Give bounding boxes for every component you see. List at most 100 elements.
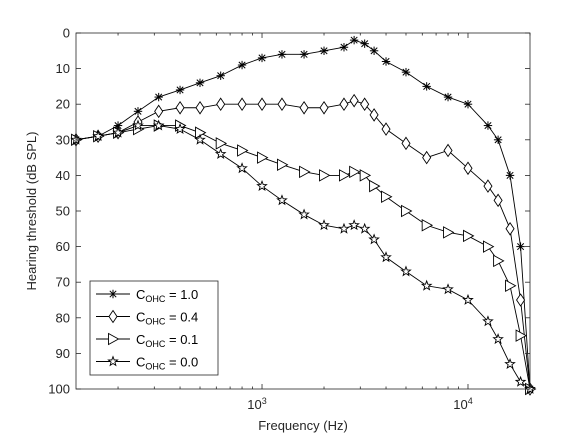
legend-label-2: COHC = 0.1 <box>136 332 198 349</box>
series-group <box>70 35 537 396</box>
series-3-point-19 <box>420 279 433 291</box>
series-1-point-11 <box>299 100 309 115</box>
series-3-point-23 <box>492 333 504 345</box>
series-1-point-23 <box>493 193 503 208</box>
legend-item-0: COHC = 1.0 <box>96 287 198 304</box>
series-1-point-10 <box>277 97 287 112</box>
series-3-point-17 <box>380 251 392 263</box>
legend-marker-3 <box>107 355 119 367</box>
series-0-point-22 <box>483 121 493 130</box>
series-3-point-20 <box>442 283 454 295</box>
series-0-point-6 <box>195 78 205 88</box>
series-1-point-24 <box>505 221 515 236</box>
x-axis-label: Frequency (Hz) <box>258 418 348 433</box>
series-3-point-14 <box>348 219 360 231</box>
y-tick-label-2: 20 <box>56 97 70 112</box>
series-3-point-18 <box>400 265 412 277</box>
series-1-point-21 <box>463 161 473 176</box>
series-0-point-3 <box>133 107 143 116</box>
series-0-point-19 <box>422 82 431 91</box>
series-2-point-8 <box>237 144 249 157</box>
y-tick-label-8: 80 <box>56 310 70 325</box>
series-2-point-10 <box>277 158 289 171</box>
series-1-point-20 <box>443 143 453 158</box>
series-2-point-14 <box>349 165 361 179</box>
legend-label-1: COHC = 0.4 <box>136 310 198 327</box>
series-2-point-12 <box>319 169 331 182</box>
series-2-point-7 <box>215 137 228 150</box>
series-2-point-17 <box>381 190 393 204</box>
series-1-point-17 <box>381 122 391 136</box>
series-0-point-23 <box>493 135 503 144</box>
series-0-point-18 <box>401 67 411 77</box>
series-1-point-7 <box>216 97 226 112</box>
series-1-point-13 <box>339 97 349 112</box>
series-0-point-24 <box>505 171 515 180</box>
series-3-point-12 <box>318 219 330 231</box>
series-0-point-13 <box>339 43 349 52</box>
y-tick-label-5: 50 <box>56 204 70 219</box>
series-2-point-22 <box>483 240 495 253</box>
series-1-point-25 <box>516 293 526 307</box>
y-tick-label-7: 70 <box>56 275 70 290</box>
series-3-point-13 <box>338 222 350 234</box>
series-1-point-8 <box>237 97 247 112</box>
series-0-point-7 <box>216 71 225 80</box>
series-0-point-9 <box>257 53 267 63</box>
series-3-point-15 <box>358 222 371 234</box>
series-3-point-24 <box>504 357 516 370</box>
series-0-point-15 <box>360 39 369 48</box>
series-0-point-21 <box>463 100 473 109</box>
series-2-point-9 <box>257 151 269 164</box>
series-2-point-24 <box>505 279 517 293</box>
series-2-point-20 <box>443 226 455 239</box>
series-0-point-17 <box>381 57 391 66</box>
legend-box <box>89 280 219 376</box>
series-0-point-25 <box>516 242 525 251</box>
series-0-point-12 <box>319 46 329 55</box>
series-3-point-8 <box>236 162 248 174</box>
series-3-point-5 <box>174 123 186 135</box>
series-0-point-4 <box>154 92 163 102</box>
series-1-point-22 <box>483 179 493 193</box>
series-2-point-25 <box>515 329 528 342</box>
series-3-point-9 <box>256 179 268 192</box>
series-3-point-2 <box>112 126 124 138</box>
x-tick-label-0: 103 <box>247 396 266 412</box>
series-3-point-7 <box>214 147 227 159</box>
series-2-point-15 <box>359 169 372 182</box>
series-1-point-18 <box>401 136 411 151</box>
series-3-point-21 <box>462 293 474 305</box>
series-2-point-16 <box>369 179 381 193</box>
series-3-point-22 <box>482 315 494 327</box>
series-1-point-14 <box>349 93 359 108</box>
series-1-point-5 <box>175 100 185 115</box>
series-3-point-1 <box>92 130 104 142</box>
series-2-point-23 <box>493 254 505 268</box>
y-tick-label-0: 0 <box>63 26 70 41</box>
series-2-point-21 <box>463 229 475 243</box>
series-0-point-10 <box>277 50 287 59</box>
series-1-point-16 <box>369 108 379 122</box>
series-0-point-8 <box>237 60 247 70</box>
y-tick-label-6: 60 <box>56 239 70 254</box>
legend-item-2: COHC = 0.1 <box>96 332 198 349</box>
y-tick-label-3: 30 <box>56 132 70 147</box>
series-1-point-9 <box>257 97 267 112</box>
series-3-point-25 <box>514 375 527 387</box>
series-2-point-11 <box>299 165 311 179</box>
series-0-point-14 <box>349 35 359 45</box>
series-2-point-18 <box>401 204 413 218</box>
legend: COHC = 1.0 COHC = 0.4 COHC = 0.1 COHC = 0.0 <box>89 280 219 376</box>
series-1-point-12 <box>319 100 329 115</box>
series-3-point-4 <box>152 119 165 131</box>
legend-item-1: COHC = 0.4 <box>96 310 198 327</box>
series-3-point-16 <box>368 233 380 245</box>
series-1-point-19 <box>422 150 432 165</box>
series-3-point-6 <box>194 133 206 145</box>
series-1-point-15 <box>360 97 370 112</box>
y-axis-label: Hearing threshold (dB SPL) <box>24 132 39 291</box>
legend-marker-1 <box>108 309 118 324</box>
legend-label-3: COHC = 0.0 <box>136 355 198 372</box>
series-1-point-6 <box>195 100 205 115</box>
